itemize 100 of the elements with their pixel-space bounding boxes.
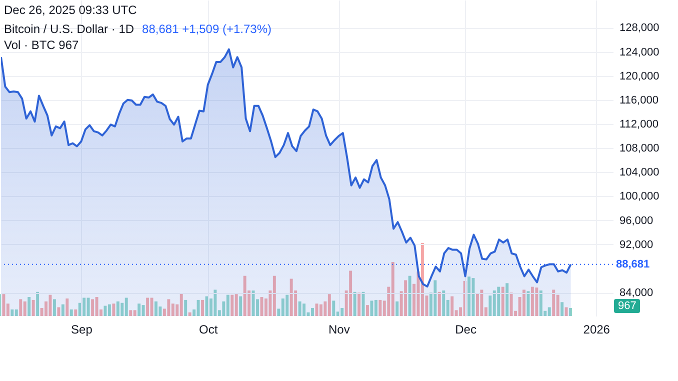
bar xyxy=(290,278,293,316)
text: Bitcoin / U.S. Dollar · 1D xyxy=(4,22,134,36)
bar xyxy=(28,297,30,316)
bar xyxy=(530,286,534,316)
text: 967 xyxy=(614,299,640,313)
x-tick-label: Dec xyxy=(455,322,476,336)
bar xyxy=(180,293,183,316)
bar xyxy=(391,262,394,316)
bar xyxy=(14,309,18,316)
bar xyxy=(568,308,572,316)
bar xyxy=(378,300,382,316)
y-tick-label: 104,000 xyxy=(620,166,660,179)
bar xyxy=(319,304,322,316)
bar xyxy=(510,292,513,316)
y-tick-label: 116,000 xyxy=(620,94,658,106)
bar xyxy=(480,290,484,316)
ref-line-label: 88,681 xyxy=(616,258,650,270)
y-tick-label: 84,000 xyxy=(620,287,654,300)
bar xyxy=(146,298,149,316)
bar xyxy=(154,301,158,316)
bar xyxy=(66,298,69,316)
y-tick-label: 120,000 xyxy=(620,70,660,82)
bar xyxy=(310,308,314,316)
bar xyxy=(188,312,192,316)
y-tick-label: 128,000 xyxy=(620,22,660,34)
y-tick-label: 124,000 xyxy=(620,46,660,58)
bar xyxy=(560,302,564,316)
bar xyxy=(564,307,568,316)
bar xyxy=(302,304,306,316)
bar xyxy=(90,299,94,316)
bar xyxy=(522,290,526,316)
bar xyxy=(505,283,508,316)
bar xyxy=(492,290,496,316)
bar xyxy=(370,300,374,316)
annotation: Vol · BTC 967 xyxy=(4,38,79,52)
bar xyxy=(535,288,538,316)
bar xyxy=(434,280,437,316)
x-tick-label: Nov xyxy=(328,322,350,336)
bar xyxy=(526,291,530,316)
bar xyxy=(396,301,398,316)
bar xyxy=(23,301,26,316)
bar xyxy=(252,290,255,316)
y-tick-label: 108,000 xyxy=(620,142,660,155)
bar xyxy=(214,290,217,316)
bar xyxy=(539,290,542,316)
bar xyxy=(196,300,200,316)
bar xyxy=(167,299,170,316)
bar xyxy=(36,292,39,316)
bar xyxy=(438,292,441,316)
bar xyxy=(57,307,60,316)
bar xyxy=(357,292,360,316)
y-tick-label: 112,000 xyxy=(620,118,658,130)
bar xyxy=(366,305,369,316)
bar xyxy=(548,307,551,316)
bar xyxy=(408,276,412,316)
bar xyxy=(286,294,288,316)
x-tick-label: 2026 xyxy=(583,322,610,336)
bar xyxy=(243,276,246,316)
bar xyxy=(200,300,204,316)
bar xyxy=(86,298,90,316)
y-tick-label: 92,000 xyxy=(620,238,654,251)
bar xyxy=(340,308,344,316)
bar xyxy=(272,276,276,316)
bar xyxy=(124,298,128,316)
bar xyxy=(32,300,35,316)
bar xyxy=(281,298,284,316)
bar xyxy=(104,306,107,316)
y-tick-label: 100,000 xyxy=(620,190,660,203)
bar xyxy=(420,243,424,316)
bar xyxy=(133,310,136,316)
x-tick-label: Oct xyxy=(198,322,218,336)
bar xyxy=(70,309,73,316)
bar xyxy=(348,270,352,316)
bar xyxy=(61,304,64,316)
bar xyxy=(234,294,238,316)
bar xyxy=(497,286,500,316)
bar xyxy=(52,299,56,316)
bar xyxy=(476,293,479,316)
bar xyxy=(226,294,230,316)
bar xyxy=(298,301,302,316)
bar xyxy=(467,276,470,316)
bar xyxy=(2,294,6,316)
bar xyxy=(10,309,14,316)
bar xyxy=(116,301,120,316)
bar xyxy=(184,300,187,316)
bar xyxy=(328,294,331,316)
x-tick-label: Sep xyxy=(71,322,93,336)
y-tick-label: 96,000 xyxy=(620,214,654,227)
bar xyxy=(142,305,145,316)
bar xyxy=(404,280,407,316)
bar xyxy=(501,286,504,316)
annotation: Dec 26, 2025 09:33 UTC xyxy=(4,3,137,17)
bar xyxy=(108,304,111,316)
bar xyxy=(353,292,356,316)
bar xyxy=(332,300,336,316)
bar xyxy=(112,304,116,316)
text: 88,681 +1,509 (+1.73%) xyxy=(142,22,272,36)
bar xyxy=(315,304,318,316)
bar xyxy=(374,300,378,316)
bar xyxy=(238,296,242,316)
